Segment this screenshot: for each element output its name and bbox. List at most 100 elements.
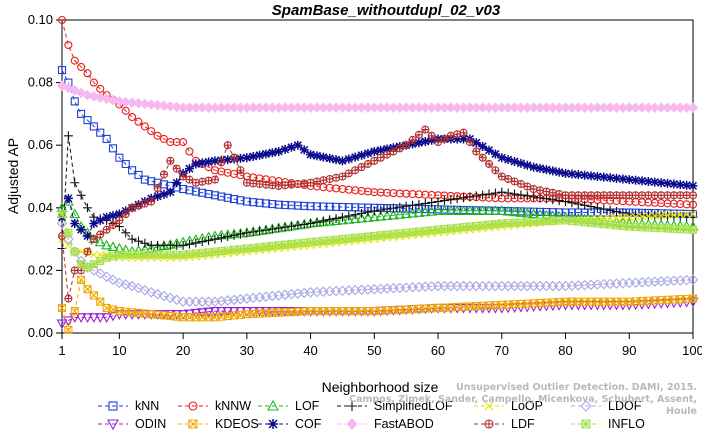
data-point-simplifiedlof (140, 238, 150, 248)
data-point-simplifiedlof (439, 196, 449, 206)
legend-item-ldf: LDF (474, 417, 535, 431)
data-point-cof (567, 169, 577, 179)
data-point-inflo (383, 230, 392, 239)
data-point-simplifiedlof (612, 207, 622, 217)
data-point-cof (255, 150, 265, 160)
data-point-knnw (64, 40, 73, 50)
data-point-simplifiedlof (242, 228, 252, 238)
data-point-inflo (108, 252, 118, 261)
data-point-cof (592, 172, 602, 181)
data-point-ldf (650, 191, 659, 200)
data-point-odin (158, 310, 170, 320)
legend-marker-knnw (188, 401, 198, 411)
data-point-knn (77, 109, 86, 118)
data-point-lof (521, 207, 533, 218)
data-point-knnw (332, 184, 341, 193)
data-point-ldf (408, 135, 417, 145)
data-point-knnw (344, 185, 353, 194)
data-point-simplifiedlof (70, 178, 80, 188)
data-point-lof (509, 206, 520, 217)
data-point-ldf (491, 166, 500, 175)
data-point-cof (184, 164, 194, 174)
data-point-knnw (663, 199, 672, 208)
data-point-odin (88, 313, 100, 323)
data-point-simplifiedlof (510, 189, 520, 199)
data-point-cof (541, 165, 551, 175)
data-point-cof (522, 160, 532, 170)
data-point-cof (490, 149, 500, 159)
data-point-simplifiedlof (497, 187, 507, 197)
x-tick-label: 100 (682, 343, 702, 358)
x-tick-label: 80 (558, 343, 572, 358)
data-point-cof (618, 174, 628, 184)
series-ldf (57, 125, 698, 303)
data-point-inflo (57, 210, 67, 219)
plot-frame (61, 19, 694, 334)
data-point-ldof (139, 284, 151, 296)
x-tick-label: 90 (622, 343, 636, 358)
data-point-cof (599, 172, 609, 182)
data-point-cof (204, 157, 214, 167)
data-point-simplifiedlof (516, 190, 526, 200)
data-point-cof (643, 177, 653, 187)
data-point-cof (63, 193, 73, 203)
data-point-odin (139, 310, 151, 320)
data-point-knnw (657, 199, 666, 208)
data-point-knn (293, 201, 302, 210)
data-point-lof (407, 207, 418, 218)
data-point-knnw (134, 117, 143, 126)
data-point-simplifiedlof (592, 203, 602, 213)
data-point-lof (426, 205, 438, 216)
data-point-odin (164, 310, 176, 320)
data-point-knn (198, 188, 207, 197)
series-fastabod (56, 80, 699, 113)
data-point-simplifiedlof (529, 192, 539, 202)
data-point-knn (185, 186, 194, 195)
series-simplifiedlof (57, 131, 698, 253)
legend-marker-simplifiedlof (347, 401, 357, 411)
data-point-ldf (261, 180, 271, 189)
legend-item-inflo: INFLO (571, 417, 645, 431)
data-point-knn (529, 207, 538, 216)
data-point-inflo (102, 253, 111, 262)
data-point-cof (286, 142, 296, 152)
data-point-knn (306, 202, 315, 211)
data-point-cof (210, 156, 220, 166)
data-point-ldf (83, 247, 92, 256)
data-point-knnw (421, 190, 430, 199)
data-point-loop (657, 211, 666, 220)
data-point-ldf (166, 156, 175, 165)
data-point-lof (502, 205, 514, 216)
data-point-odin (56, 319, 68, 330)
data-point-lof (101, 239, 113, 250)
data-point-knnw (395, 189, 404, 198)
data-point-fastabod (133, 98, 144, 109)
data-point-cof (688, 181, 698, 191)
legend: kNN kNNW LOF SimplifiedLOF LoOP LDOF ODIN KDEOS… (98, 399, 645, 431)
data-point-loop (644, 212, 653, 221)
data-point-ldf (274, 181, 283, 190)
data-point-ldf (121, 210, 130, 219)
data-point-fastabod (171, 101, 182, 113)
data-point-inflo (223, 246, 232, 255)
data-point-cof (76, 225, 86, 235)
data-point-inflo (230, 245, 239, 254)
data-point-simplifiedlof (369, 206, 379, 216)
data-point-inflo (363, 232, 372, 241)
data-point-lof (477, 205, 489, 215)
legend-marker-kdeos (188, 419, 198, 429)
data-point-inflo (242, 244, 251, 253)
data-point-simplifiedlof (459, 193, 469, 203)
data-point-knnw (383, 188, 392, 197)
data-point-knn (236, 196, 245, 205)
data-point-lof (94, 236, 106, 247)
data-point-ldf (612, 191, 621, 200)
data-point-simplifiedlof (573, 199, 583, 209)
data-point-odin (75, 313, 87, 323)
data-point-cof (369, 146, 379, 156)
data-point-simplifiedlof (306, 218, 316, 228)
data-point-cof (427, 135, 437, 145)
x-tick-label: 20 (176, 343, 190, 358)
data-point-knn (223, 193, 232, 202)
data-point-knnw (669, 199, 678, 208)
